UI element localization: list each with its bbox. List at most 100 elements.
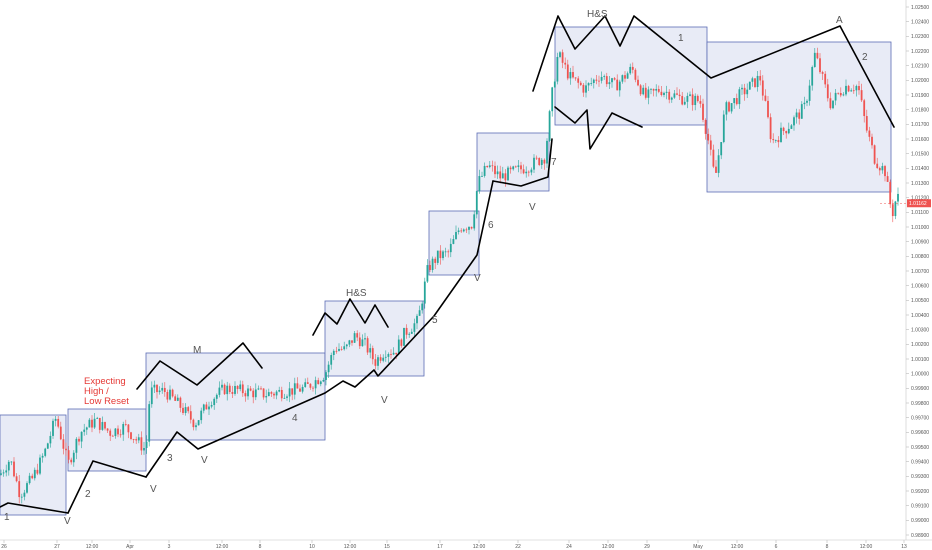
time-tick-label: 15 (384, 544, 390, 550)
candle-body (733, 98, 736, 104)
candle-body (579, 82, 582, 85)
candle-body (834, 92, 837, 101)
candle-body (325, 372, 327, 380)
label-7: 7 (551, 157, 557, 168)
candle-body (397, 339, 400, 355)
candle-body (33, 469, 36, 479)
candle-body (824, 73, 827, 85)
candle-body (101, 422, 104, 430)
label-a: A (836, 15, 843, 26)
label-hs-1: H&S (346, 288, 367, 299)
price-tick-label: 1.00800 (911, 254, 929, 260)
candle-body (275, 391, 278, 396)
candle-body (442, 251, 444, 259)
candle-body (475, 191, 478, 215)
candle-body (486, 165, 489, 168)
time-tick-label: 17 (437, 544, 443, 550)
candle-body (52, 420, 54, 436)
price-tick-label: 1.01800 (911, 107, 929, 113)
price-axis[interactable]: 1.02500 1.02400 1.02300 1.02200 1.02100 1.020… (905, 0, 929, 540)
label-expecting-line1: Expecting (84, 376, 126, 387)
candle-body (257, 388, 260, 390)
candle-body (202, 404, 205, 411)
candle-body (413, 323, 416, 332)
price-tick-label: 1.00300 (911, 327, 929, 333)
candle-body (416, 315, 418, 324)
price-tick-label: 1.02400 (911, 19, 929, 25)
candle-body (774, 140, 777, 141)
candle-body (865, 116, 868, 131)
label-2-second: 2 (862, 52, 868, 63)
candle-body (868, 130, 871, 137)
candle-body (54, 418, 57, 421)
candle-body (564, 62, 567, 65)
candle-body (319, 381, 322, 385)
candle-body (520, 165, 522, 170)
candle-body (618, 81, 621, 91)
candle-body (850, 90, 853, 92)
price-tick-label: 0.99800 (911, 401, 929, 407)
candle-body (65, 448, 67, 451)
candle-body (634, 69, 637, 80)
candle-body (124, 424, 127, 425)
candle-body (59, 426, 62, 440)
candle-body (348, 340, 351, 345)
candle-body (624, 75, 626, 79)
candle-body (10, 461, 13, 463)
candle-body (871, 136, 873, 146)
candle-body (717, 155, 720, 173)
time-tick-label: May (693, 544, 703, 550)
candle-body (585, 85, 587, 93)
candle-body (41, 455, 44, 458)
candle-body (395, 352, 398, 355)
candle-body (57, 418, 60, 427)
pattern-lines (0, 15, 895, 514)
candle-body (127, 424, 130, 433)
candle-body (226, 385, 229, 395)
candle-body (31, 475, 34, 479)
candle-body (161, 387, 164, 391)
candle-body (741, 87, 743, 90)
label-hs-2: H&S (587, 9, 608, 20)
candle-body (366, 338, 369, 353)
time-axis[interactable]: 26 27 12:00 Apr 3 12:00 8 10 12:00 15 17 12:00 22 24 1… (0, 539, 932, 550)
candle-body (5, 470, 8, 473)
candle-body (621, 75, 624, 82)
candle-body (439, 250, 442, 259)
candle-body (403, 327, 405, 346)
candle-body (455, 232, 457, 240)
candle-body (210, 405, 213, 407)
last-price-badge (907, 199, 931, 208)
candle-body (686, 95, 689, 102)
price-tick-label: 1.02000 (911, 78, 929, 84)
candle-body (122, 424, 125, 435)
price-tick-label: 1.00900 (911, 239, 929, 245)
candle-body (832, 100, 834, 109)
candle-body (660, 91, 663, 96)
time-tick-label: 8 (259, 544, 262, 550)
candle-body (330, 355, 333, 365)
candle-body (780, 127, 782, 143)
candle-body (377, 357, 379, 366)
candle-body (767, 100, 769, 118)
label-v-2: V (150, 484, 157, 495)
candle-body (769, 117, 772, 140)
candle-body (252, 390, 255, 398)
candle-body (681, 96, 684, 105)
candle-body (280, 389, 283, 399)
candle-body (678, 94, 681, 97)
candle-body (574, 77, 577, 79)
candle-body (140, 437, 143, 451)
candle-body (652, 88, 655, 91)
candle-body (312, 387, 314, 389)
label-expecting-line2: High / (84, 386, 109, 397)
candle-body (795, 112, 798, 118)
trend-line-5 (492, 138, 553, 187)
hs-pattern-2-lower (554, 106, 643, 150)
candle-body (150, 387, 153, 405)
candle-body (106, 428, 109, 431)
candle-body (293, 383, 296, 395)
candle-body (361, 339, 364, 347)
candle-body (187, 407, 190, 412)
candle-body (241, 384, 244, 394)
